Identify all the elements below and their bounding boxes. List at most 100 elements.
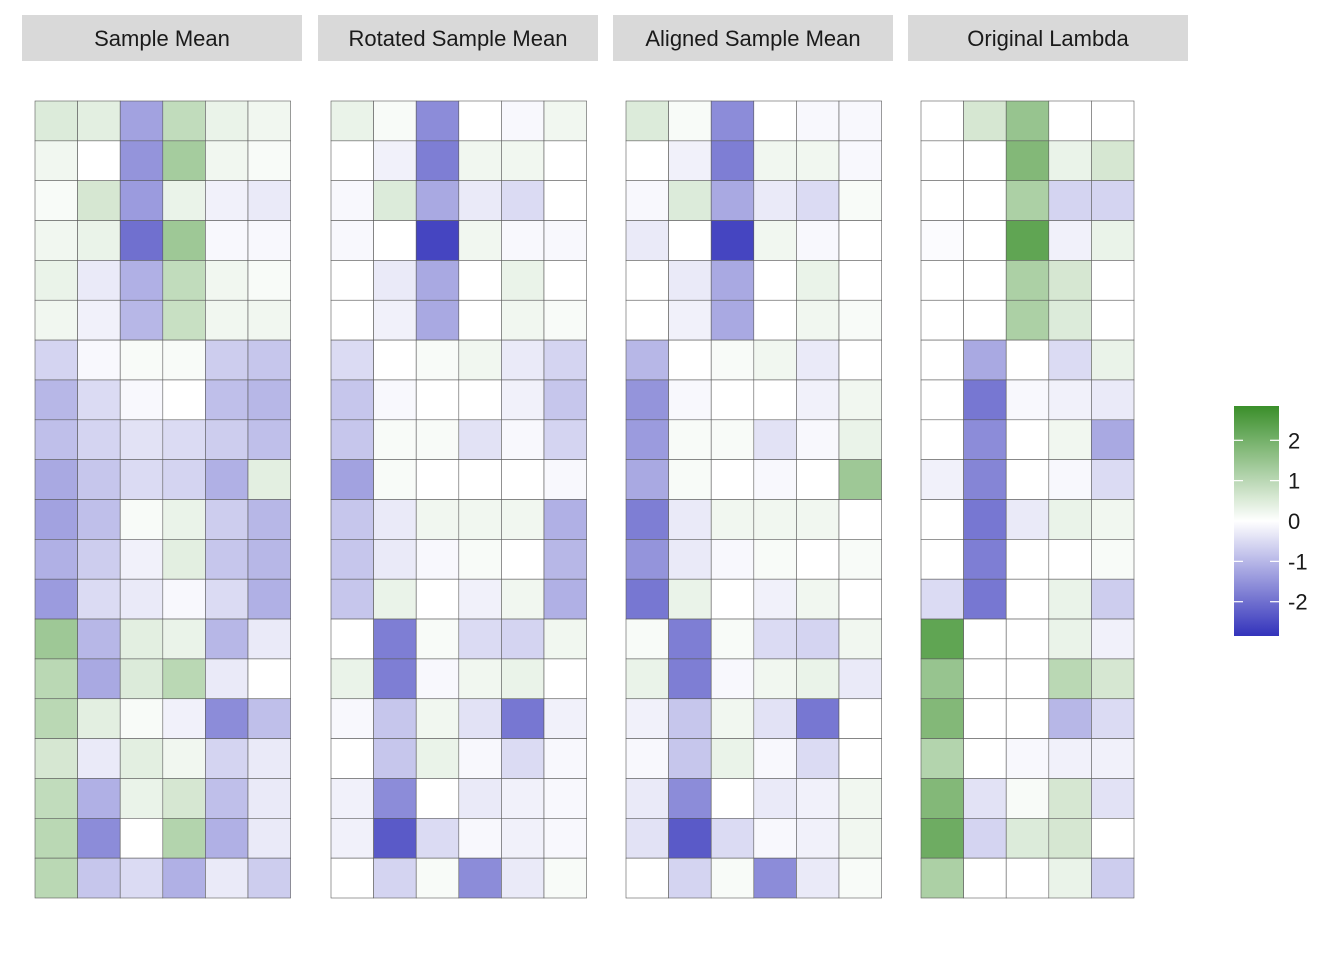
heatmap-cell	[247, 499, 291, 540]
heatmap-cell	[710, 459, 755, 500]
heatmap-cell	[373, 857, 417, 899]
heatmap-cell	[34, 140, 78, 182]
heatmap-cell	[205, 539, 249, 580]
heatmap-cell	[34, 499, 78, 540]
heatmap-cell	[796, 220, 840, 261]
heatmap-cell	[1048, 817, 1092, 859]
heatmap-cell	[963, 857, 1007, 899]
panel-strip	[318, 15, 598, 61]
heatmap-cell	[963, 140, 1007, 182]
heatmap-cell	[753, 658, 797, 700]
heatmap-cell	[753, 379, 797, 421]
heatmap-cell	[710, 698, 755, 739]
heatmap-cell	[162, 299, 206, 341]
heatmap-cell	[543, 738, 587, 779]
heatmap-cell	[920, 419, 964, 460]
heatmap-cell	[753, 857, 797, 899]
heatmap-cell	[330, 578, 374, 620]
heatmap-cell	[330, 658, 374, 700]
heatmap-cell	[373, 260, 417, 301]
heatmap-cell	[753, 459, 797, 500]
heatmap-cell	[1005, 180, 1050, 221]
heatmap-cell	[205, 419, 249, 460]
heatmap-cell	[753, 817, 797, 859]
heatmap-cell	[373, 339, 417, 381]
heatmap-cell	[710, 100, 755, 142]
heatmap-cell	[34, 220, 78, 261]
panel-3: Aligned Sample Mean	[613, 15, 893, 899]
heatmap-cell	[963, 299, 1007, 341]
heatmap-cell	[963, 220, 1007, 261]
heatmap-cell	[543, 419, 587, 460]
heatmap-cell	[77, 539, 121, 580]
heatmap-cell	[415, 339, 460, 381]
heatmap-cell	[205, 578, 249, 620]
heatmap-cell	[205, 260, 249, 301]
heatmap-cell	[162, 140, 206, 182]
heatmap-cell	[710, 539, 755, 580]
heatmap-cell	[543, 618, 587, 660]
heatmap-cell	[963, 260, 1007, 301]
heatmap-cell	[162, 220, 206, 261]
heatmap-cell	[668, 299, 712, 341]
heatmap-cell	[119, 260, 164, 301]
heatmap-cell	[920, 778, 964, 819]
heatmap-cell	[796, 698, 840, 739]
heatmap-cell	[838, 100, 882, 142]
heatmap-cell	[77, 578, 121, 620]
heatmap-cell	[838, 499, 882, 540]
heatmap-cell	[543, 100, 587, 142]
heatmap-cell	[668, 339, 712, 381]
heatmap-cell	[205, 738, 249, 779]
heatmap-cell	[1091, 499, 1135, 540]
heatmap-cell	[205, 499, 249, 540]
panel-2: Rotated Sample Mean	[318, 15, 598, 899]
heatmap-cell	[247, 578, 291, 620]
heatmap-cell	[162, 459, 206, 500]
heatmap-cell	[753, 220, 797, 261]
heatmap-cell	[796, 260, 840, 301]
heatmap-cell	[501, 698, 545, 739]
heatmap-cell	[1048, 578, 1092, 620]
heatmap-cell	[920, 140, 964, 182]
heatmap-cell	[710, 618, 755, 660]
heatmap-cell	[838, 658, 882, 700]
heatmap-cell	[205, 379, 249, 421]
heatmap-cell	[373, 180, 417, 221]
heatmap-cell	[1091, 539, 1135, 580]
heatmap-cell	[963, 658, 1007, 700]
heatmap-cell	[162, 817, 206, 859]
heatmap-cell	[34, 180, 78, 221]
heatmap-cell	[34, 339, 78, 381]
heatmap-cell	[963, 698, 1007, 739]
heatmap-cell	[1005, 419, 1050, 460]
heatmap-cell	[920, 539, 964, 580]
heatmap-cell	[625, 539, 669, 580]
heatmap-cell	[710, 260, 755, 301]
heatmap-cell	[668, 459, 712, 500]
heatmap-cell	[373, 578, 417, 620]
heatmap-cell	[1091, 419, 1135, 460]
heatmap-cell	[77, 857, 121, 899]
legend-tick-label: 2	[1288, 428, 1300, 453]
heatmap-cell	[415, 698, 460, 739]
heatmap-cell	[415, 618, 460, 660]
heatmap-cell	[1091, 180, 1135, 221]
heatmap-cell	[625, 220, 669, 261]
heatmap-cell	[247, 618, 291, 660]
heatmap-cell	[162, 738, 206, 779]
heatmap-cell	[1005, 539, 1050, 580]
heatmap-cell	[668, 698, 712, 739]
heatmap-cell	[501, 379, 545, 421]
heatmap-cell	[247, 817, 291, 859]
heatmap-cell	[796, 419, 840, 460]
heatmap-cell	[373, 698, 417, 739]
heatmap-cell	[668, 419, 712, 460]
heatmap-cell	[1005, 260, 1050, 301]
heatmap-cell	[373, 618, 417, 660]
panel-4: Original Lambda	[908, 15, 1188, 899]
heatmap-cell	[458, 100, 502, 142]
heatmap-cell	[330, 618, 374, 660]
heatmap-cell	[920, 817, 964, 859]
